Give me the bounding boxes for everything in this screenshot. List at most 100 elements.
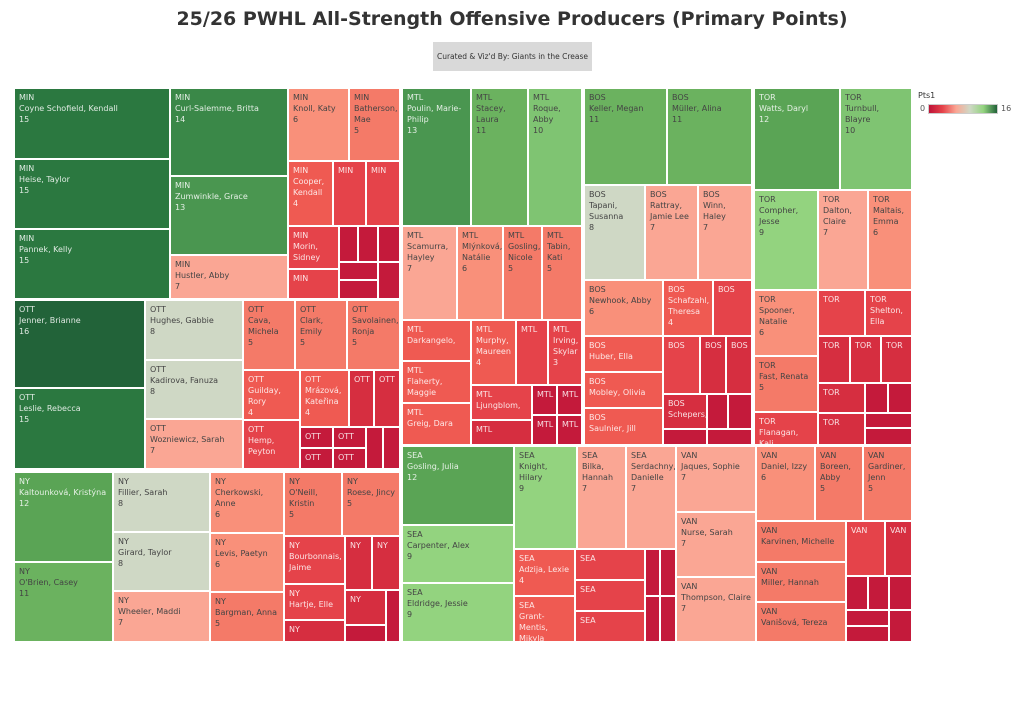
- treemap-cell-sea[interactable]: SEA Carpenter, Alex 9: [402, 525, 514, 583]
- treemap-cell-mtl[interactable]: MTL: [557, 415, 582, 445]
- treemap-cell-min[interactable]: [378, 226, 400, 262]
- treemap-cell-mtl[interactable]: MTL: [532, 415, 557, 445]
- treemap-cell-ott[interactable]: OTT Mrázová, Kateřina 4: [300, 370, 349, 427]
- treemap-cell-ott[interactable]: OTT Hemp, Peyton: [243, 420, 300, 469]
- treemap-cell-tor[interactable]: TOR Watts, Daryl 12: [754, 88, 840, 190]
- treemap-cell-ott[interactable]: OTT Leslie, Rebecca 15: [14, 388, 145, 469]
- treemap-cell-min[interactable]: MIN Morin, Sidney: [288, 226, 339, 269]
- treemap-cell-tor[interactable]: TOR Spooner, Natalie 6: [754, 290, 818, 356]
- treemap-cell-ott[interactable]: OTT Clark, Emily 5: [295, 300, 347, 370]
- treemap-cell-min[interactable]: MIN Hustler, Abby 7: [170, 255, 288, 299]
- treemap-cell-ny[interactable]: [386, 590, 400, 642]
- treemap-cell-tor[interactable]: TOR Compher, Jesse 9: [754, 190, 818, 290]
- treemap-cell-ott[interactable]: OTT: [374, 370, 400, 427]
- treemap-cell-ny[interactable]: NY: [372, 536, 400, 590]
- treemap-cell-sea[interactable]: SEA Gosling, Julia 12: [402, 446, 514, 525]
- treemap-cell-bos[interactable]: BOS Schafzahl, Theresa 4: [663, 280, 713, 336]
- treemap-cell-bos[interactable]: BOS Schepers,: [663, 394, 707, 429]
- treemap-cell-ott[interactable]: OTT: [333, 427, 366, 448]
- treemap-cell-mtl[interactable]: MTL Poulin, Marie-Philip 13: [402, 88, 471, 226]
- treemap-cell-min[interactable]: MIN Batherson, Mae 5: [349, 88, 400, 161]
- treemap-cell-ott[interactable]: OTT Wozniewicz, Sarah 7: [145, 419, 243, 469]
- treemap-cell-ott[interactable]: OTT: [333, 448, 366, 469]
- treemap-cell-ny[interactable]: NY: [345, 536, 372, 590]
- treemap-cell-mtl[interactable]: MTL: [516, 320, 548, 385]
- treemap-cell-bos[interactable]: BOS Rattray, Jamie Lee 7: [645, 185, 698, 280]
- treemap-cell-min[interactable]: [339, 226, 358, 262]
- treemap-cell-ny[interactable]: NY Hartje, Elle: [284, 584, 345, 620]
- treemap-cell-mtl[interactable]: MTL Scamurra, Hayley 7: [402, 226, 457, 320]
- treemap-cell-sea[interactable]: SEA Adzija, Lexie 4: [514, 549, 575, 596]
- treemap-cell-mtl[interactable]: MTL: [557, 385, 582, 415]
- treemap-cell-tor[interactable]: TOR Maltais, Emma 6: [868, 190, 912, 290]
- treemap-cell-ott[interactable]: OTT Kadirova, Fanuza 8: [145, 360, 243, 419]
- treemap-cell-mtl[interactable]: MTL Stacey, Laura 11: [471, 88, 528, 226]
- treemap-cell-ott[interactable]: OTT Savolainen, Ronja 5: [347, 300, 400, 370]
- treemap-cell-bos[interactable]: BOS Mobley, Olivia: [584, 372, 663, 408]
- treemap-cell-van[interactable]: VAN Jaques, Sophie 7: [676, 446, 756, 512]
- treemap-cell-bos[interactable]: [707, 394, 728, 429]
- treemap-cell-bos[interactable]: BOS Huber, Ella: [584, 336, 663, 372]
- treemap-cell-mtl[interactable]: MTL: [471, 420, 532, 445]
- treemap-cell-tor[interactable]: [865, 383, 888, 413]
- treemap-cell-sea[interactable]: SEA: [575, 580, 645, 611]
- treemap-cell-tor[interactable]: TOR: [818, 290, 865, 336]
- treemap-cell-min[interactable]: MIN Zumwinkle, Grace 13: [170, 176, 288, 255]
- treemap-cell-mtl[interactable]: MTL Flaherty, Maggie: [402, 361, 471, 403]
- treemap-cell-tor[interactable]: TOR Shelton, Ella: [865, 290, 912, 336]
- treemap-cell-min[interactable]: [339, 262, 378, 280]
- treemap-cell-van[interactable]: [889, 576, 912, 610]
- treemap-cell-ny[interactable]: NY: [345, 590, 386, 625]
- treemap-cell-bos[interactable]: [728, 394, 752, 429]
- treemap-cell-mtl[interactable]: MTL Irving, Skylar 3: [548, 320, 582, 385]
- treemap-cell-ny[interactable]: NY Wheeler, Maddi 7: [113, 591, 210, 642]
- treemap-cell-bos[interactable]: BOS: [713, 280, 752, 336]
- treemap-cell-sea[interactable]: SEA: [575, 611, 645, 642]
- treemap-cell-bos[interactable]: BOS: [663, 336, 700, 394]
- treemap-cell-min[interactable]: MIN Coyne Schofield, Kendall 15: [14, 88, 170, 159]
- treemap-cell-bos[interactable]: BOS Winn, Haley 7: [698, 185, 752, 280]
- treemap-cell-ott[interactable]: OTT: [349, 370, 374, 427]
- treemap-cell-mtl[interactable]: MTL Mlýnková, Natálie 6: [457, 226, 503, 320]
- treemap-cell-ott[interactable]: OTT Hughes, Gabbie 8: [145, 300, 243, 360]
- treemap-cell-bos[interactable]: BOS: [726, 336, 752, 394]
- treemap-cell-ny[interactable]: NY Roese, Jincy 5: [342, 472, 400, 536]
- treemap-cell-tor[interactable]: TOR: [818, 413, 865, 445]
- treemap-cell-bos[interactable]: BOS Tapani, Susanna 8: [584, 185, 645, 280]
- treemap-cell-ny[interactable]: NY Fillier, Sarah 8: [113, 472, 210, 532]
- treemap-cell-ny[interactable]: [345, 625, 386, 642]
- treemap-cell-sea[interactable]: SEA Serdachny, Danielle 7: [626, 446, 676, 549]
- treemap-cell-bos[interactable]: BOS Saulnier, Jill: [584, 408, 663, 445]
- treemap-cell-mtl[interactable]: MTL Roque, Abby 10: [528, 88, 582, 226]
- treemap-cell-min[interactable]: MIN: [333, 161, 366, 226]
- treemap-cell-van[interactable]: VAN Vanišová, Tereza: [756, 602, 846, 642]
- treemap-cell-mtl[interactable]: MTL Murphy, Maureen 4: [471, 320, 516, 385]
- treemap-cell-bos[interactable]: BOS: [700, 336, 726, 394]
- treemap-cell-ny[interactable]: NY Girard, Taylor 8: [113, 532, 210, 591]
- treemap-cell-sea[interactable]: SEA Grant-Mentis, Mikyla: [514, 596, 575, 642]
- treemap-cell-bos[interactable]: BOS Müller, Alina 11: [667, 88, 752, 185]
- treemap-cell-van[interactable]: [846, 610, 889, 626]
- treemap-cell-bos[interactable]: [663, 429, 707, 445]
- treemap-cell-min[interactable]: [378, 262, 400, 299]
- treemap-cell-bos[interactable]: [707, 429, 752, 445]
- treemap-cell-min[interactable]: MIN Heise, Taylor 15: [14, 159, 170, 229]
- treemap-cell-ott[interactable]: OTT Jenner, Brianne 16: [14, 300, 145, 388]
- treemap-cell-sea[interactable]: SEA: [575, 549, 645, 580]
- treemap-cell-ny[interactable]: NY: [284, 620, 345, 642]
- treemap-cell-ott[interactable]: OTT Guilday, Rory 4: [243, 370, 300, 420]
- treemap-cell-ny[interactable]: NY Bourbonnais, Jaime: [284, 536, 345, 584]
- treemap-cell-min[interactable]: MIN: [288, 269, 339, 299]
- treemap-cell-van[interactable]: [846, 626, 889, 642]
- treemap-cell-mtl[interactable]: MTL Darkangelo,: [402, 320, 471, 361]
- treemap-cell-tor[interactable]: [865, 413, 912, 428]
- treemap-cell-min[interactable]: MIN Knoll, Katy 6: [288, 88, 349, 161]
- treemap-cell-tor[interactable]: TOR Dalton, Claire 7: [818, 190, 868, 290]
- treemap-cell-tor[interactable]: TOR: [818, 383, 865, 413]
- treemap-cell-van[interactable]: VAN: [846, 521, 885, 576]
- treemap-cell-ny[interactable]: NY O'Neill, Kristin 5: [284, 472, 342, 536]
- treemap-cell-van[interactable]: [868, 576, 889, 610]
- treemap-cell-min[interactable]: MIN: [366, 161, 400, 226]
- treemap-cell-tor[interactable]: TOR: [850, 336, 881, 383]
- treemap-cell-ott[interactable]: OTT: [300, 427, 333, 448]
